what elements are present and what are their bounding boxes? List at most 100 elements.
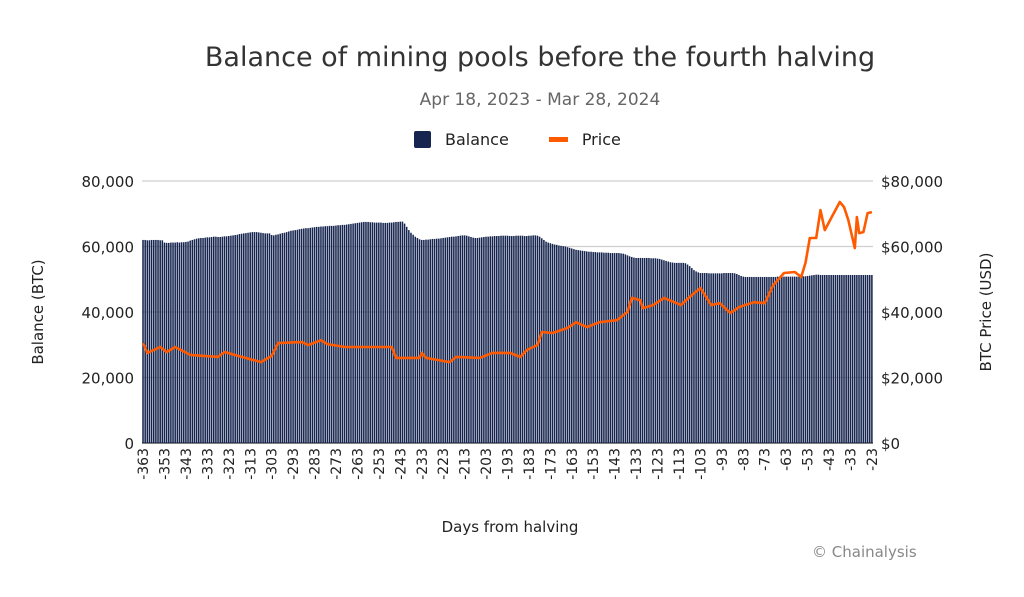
x-tick-label: -303	[265, 448, 281, 480]
balance-bar	[444, 237, 447, 443]
balance-bar	[463, 235, 466, 443]
balance-bar	[352, 223, 354, 443]
balance-bar	[326, 226, 329, 443]
balance-bar	[172, 242, 174, 443]
x-tick-label: -243	[393, 448, 409, 480]
balance-bar	[423, 239, 425, 443]
balance-bar	[830, 274, 832, 443]
balance-bar	[170, 242, 172, 443]
balance-bar	[847, 274, 850, 443]
y2-tick-label: $20,000	[881, 370, 943, 388]
balance-bar	[710, 273, 712, 443]
balance-bar	[416, 237, 419, 443]
balance-bar	[525, 236, 528, 443]
balance-bar	[766, 276, 768, 443]
balance-bar	[210, 237, 213, 443]
balance-bar	[266, 233, 269, 443]
balance-bar	[453, 236, 455, 443]
balance-bar	[523, 236, 526, 443]
x-tick-label: -73	[758, 448, 774, 471]
balance-bar	[740, 275, 742, 443]
balance-bar	[448, 237, 451, 443]
x-tick-label: -333	[200, 448, 216, 480]
balance-bar	[858, 274, 860, 443]
balance-bar	[611, 253, 614, 443]
balance-bar	[480, 237, 483, 443]
balance-bar	[275, 234, 277, 443]
balance-bar	[746, 276, 749, 443]
balance-bar	[560, 245, 562, 443]
balance-bar	[476, 237, 479, 443]
x-tick-label: -53	[801, 448, 817, 471]
balance-bar	[639, 257, 642, 443]
x-tick-label: -233	[415, 448, 431, 480]
balance-bar	[738, 274, 740, 443]
balance-bar	[508, 236, 511, 443]
balance-bar	[826, 274, 828, 443]
balance-bar	[161, 240, 164, 443]
balance-bar	[695, 271, 697, 443]
balance-bar	[669, 262, 672, 443]
balance-bar	[215, 236, 217, 443]
x-tick-label: -193	[501, 448, 517, 480]
balance-bar	[564, 246, 567, 443]
balance-bar	[703, 273, 706, 443]
balance-bar	[294, 230, 296, 443]
balance-bar	[268, 233, 271, 443]
balance-bar	[191, 239, 194, 443]
balance-bar	[613, 253, 616, 443]
balance-bar	[671, 262, 674, 443]
balance-bar	[594, 252, 597, 443]
x-tick-label: -173	[543, 448, 559, 480]
balance-bar	[530, 235, 532, 443]
balance-bar	[174, 242, 176, 443]
balance-bar	[871, 274, 873, 443]
balance-bar	[495, 236, 498, 443]
balance-bar	[341, 224, 344, 443]
balance-bar	[725, 273, 727, 443]
balance-bar	[598, 252, 601, 443]
balance-bar	[540, 238, 543, 443]
balance-bar	[180, 242, 183, 443]
balance-bar	[386, 222, 389, 443]
balance-bar	[264, 233, 266, 443]
balance-bar	[817, 274, 820, 443]
balance-bar	[519, 235, 522, 443]
balance-bar	[806, 275, 809, 443]
balance-bar	[553, 244, 556, 443]
balance-bar	[333, 225, 335, 443]
balance-bar	[146, 240, 149, 443]
balance-bar	[551, 243, 554, 443]
balance-bar	[465, 235, 468, 443]
balance-bar	[699, 273, 702, 443]
x-tick-label: -133	[629, 448, 645, 480]
balance-bar	[783, 276, 785, 443]
balance-bar	[410, 232, 412, 443]
balance-bar	[856, 274, 858, 443]
balance-bar	[648, 257, 650, 443]
balance-bar	[245, 233, 247, 443]
balance-bar	[622, 253, 624, 443]
balance-bar	[187, 241, 189, 443]
balance-bar	[793, 276, 796, 443]
balance-bar	[549, 243, 552, 443]
balance-bar	[742, 276, 745, 443]
balance-bar	[654, 258, 657, 443]
x-tick-label: -113	[672, 448, 688, 480]
balance-bar	[285, 232, 288, 443]
balance-bar	[262, 233, 264, 443]
balance-bar	[517, 235, 519, 443]
balance-bar	[165, 242, 168, 443]
balance-bar	[182, 242, 185, 443]
balance-bar	[440, 238, 442, 443]
balance-bar	[605, 252, 607, 443]
balance-bar	[836, 274, 839, 443]
balance-bar	[403, 223, 406, 443]
balance-bar	[721, 273, 723, 443]
balance-bar	[378, 222, 380, 443]
balance-bar	[155, 239, 157, 443]
balance-bar	[596, 252, 599, 443]
balance-bar	[658, 258, 661, 443]
balance-bar	[345, 224, 348, 443]
